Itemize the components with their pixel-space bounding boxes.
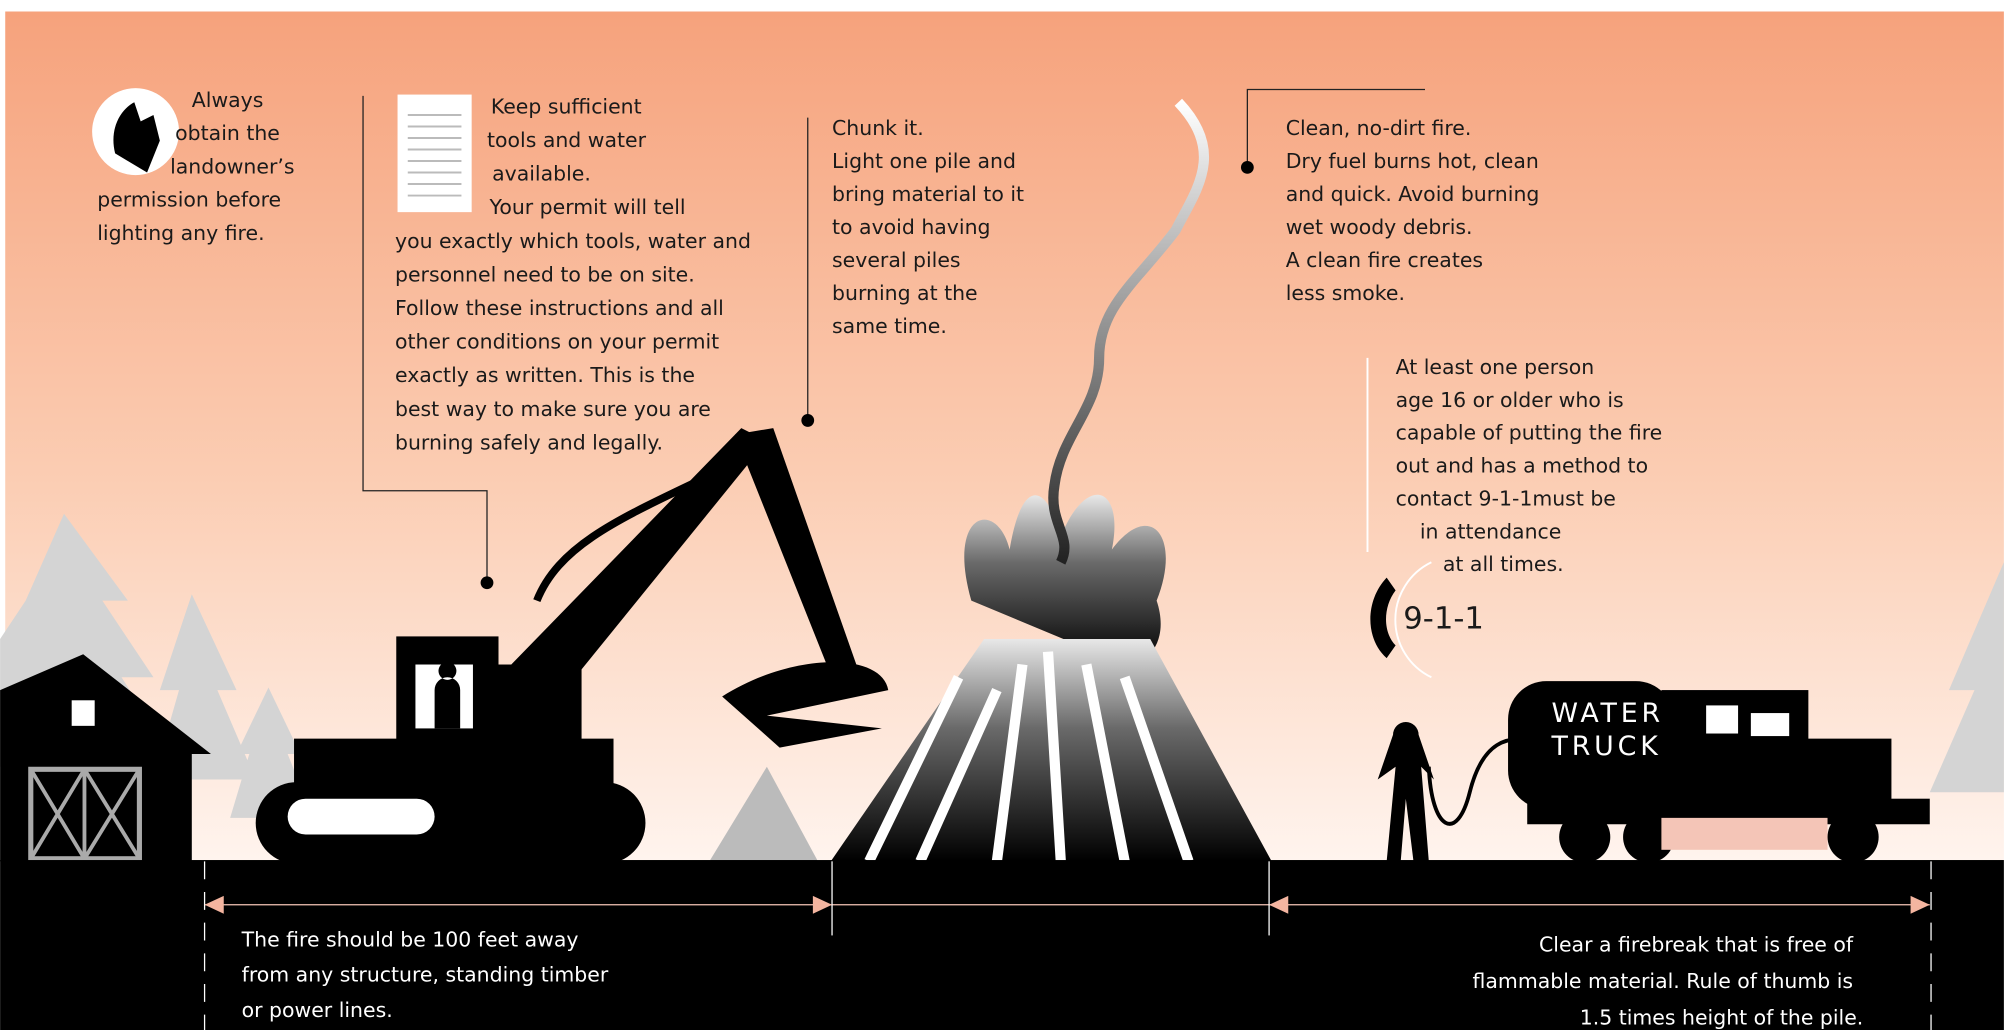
distance-text: 1.5 times height of the pile. <box>1580 1005 1864 1029</box>
truck-window <box>1751 713 1789 736</box>
callout-text: best way to make sure you are <box>395 397 711 421</box>
callout-text: out and has a method to <box>1396 454 1649 478</box>
emergency-number: 9-1-1 <box>1403 601 1484 636</box>
callout-text: other conditions on your permit <box>395 330 719 354</box>
callout-text: at all times. <box>1443 552 1564 576</box>
distance-text: Clear a firebreak that is free of <box>1539 933 1854 957</box>
callout-text: contact 9-1-1must be <box>1396 486 1616 510</box>
callout-text: same time. <box>832 314 947 338</box>
callout-text: tools and water <box>487 128 647 152</box>
callout-text: capable of putting the fire <box>1396 421 1663 445</box>
callout-text: Keep sufficient <box>491 94 642 118</box>
truck-window <box>1706 705 1738 733</box>
callout-text: you exactly which tools, water and <box>395 229 751 253</box>
callout-text: to avoid having <box>832 215 990 239</box>
callout-text: Clean, no-dirt fire. <box>1286 116 1472 140</box>
callout-text: A clean fire creates <box>1286 248 1483 272</box>
leader-dot <box>481 576 494 589</box>
leader-dot <box>801 414 814 427</box>
truck-label: TRUCK <box>1551 731 1662 762</box>
callout-text: several piles <box>832 248 961 272</box>
distance-text: or power lines. <box>242 998 393 1022</box>
callout-text: wet woody debris. <box>1286 215 1473 239</box>
track-highlight <box>288 799 435 835</box>
callout-text: Dry fuel burns hot, clean <box>1286 149 1539 173</box>
callout-text: Chunk it. <box>832 116 924 140</box>
document-icon <box>398 95 472 213</box>
callout-text: burning safely and legally. <box>395 430 663 454</box>
callout-text: burning at the <box>832 281 978 305</box>
callout-text: exactly as written. This is the <box>395 363 695 387</box>
callout-text: Your permit will tell <box>489 195 686 219</box>
callout-text: and quick. Avoid burning <box>1286 182 1540 206</box>
callout-text: available. <box>492 162 591 186</box>
callout-text: obtain the <box>175 121 280 145</box>
leader-dot <box>1241 161 1254 174</box>
callout-text: personnel need to be on site. <box>395 262 695 286</box>
distance-text: flammable material. Rule of thumb is <box>1473 969 1854 993</box>
callout-text: landowner’s <box>170 154 294 178</box>
callout-text: bring material to it <box>832 182 1024 206</box>
callout-text: At least one person <box>1396 355 1595 379</box>
callout-text: Light one pile and <box>832 149 1016 173</box>
distance-text: from any structure, standing timber <box>242 963 609 987</box>
truck-label: WATER <box>1552 698 1664 729</box>
callout-text: in attendance <box>1420 519 1561 543</box>
callout-text: age 16 or older who is <box>1396 388 1624 412</box>
callout-text: Follow these instructions and all <box>395 296 724 320</box>
callout-text: permission before <box>97 188 281 212</box>
distance-text: The fire should be 100 feet away <box>241 928 579 952</box>
callout-text: lighting any fire. <box>97 221 264 245</box>
callout-text: less smoke. <box>1286 281 1405 305</box>
infographic: Always obtain the landowner’s permission be… <box>0 0 2004 1030</box>
truck-shadow <box>1661 818 1827 850</box>
callout-text: Always <box>192 88 264 112</box>
